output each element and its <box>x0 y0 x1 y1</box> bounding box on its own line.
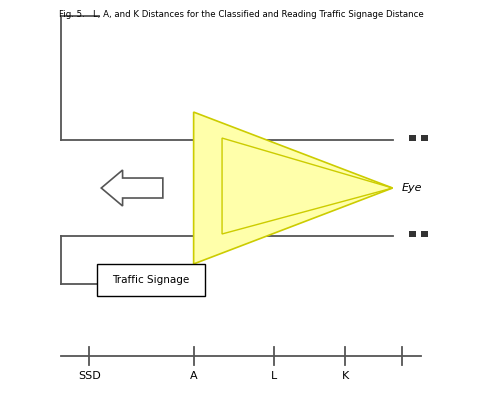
Text: SSD: SSD <box>78 370 101 381</box>
Text: Fig. 5.   L, A, and K Distances for the Classified and Reading Traffic Signage D: Fig. 5. L, A, and K Distances for the Cl… <box>59 10 423 19</box>
Polygon shape <box>101 170 163 206</box>
Text: Eye: Eye <box>402 183 423 193</box>
Bar <box>421 231 428 237</box>
Text: A: A <box>190 370 198 381</box>
Bar <box>96 264 205 296</box>
Text: Traffic Signage: Traffic Signage <box>112 275 189 285</box>
Bar <box>421 135 428 141</box>
Text: L: L <box>271 370 277 381</box>
Text: K: K <box>342 370 349 381</box>
Bar <box>409 231 416 237</box>
Bar <box>409 135 416 141</box>
Polygon shape <box>194 112 392 264</box>
